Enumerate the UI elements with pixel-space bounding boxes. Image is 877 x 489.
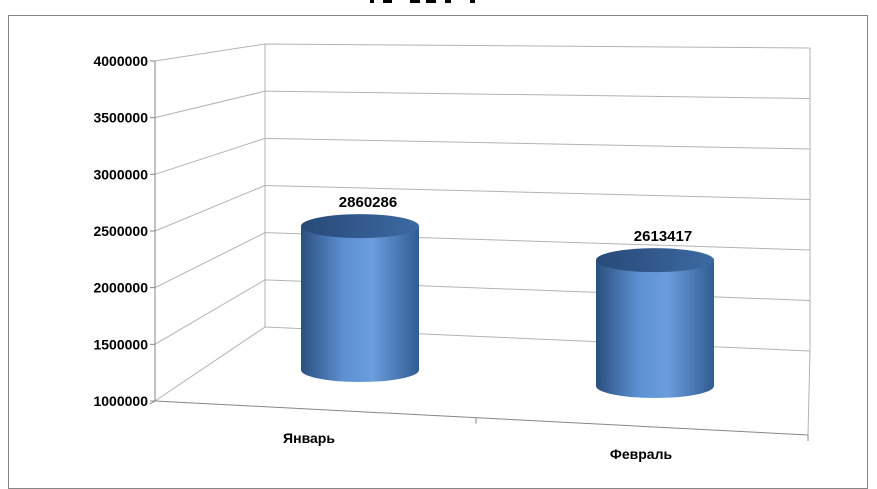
category-label: Февраль <box>610 446 673 462</box>
x-tick-mark <box>149 400 156 405</box>
bar-top <box>596 248 714 273</box>
y-tick-label: 3500000 <box>93 110 148 126</box>
bar-top <box>301 214 419 239</box>
y-tick-label: 2500000 <box>93 223 148 239</box>
bar-1 <box>301 214 419 382</box>
bar-2 <box>596 248 714 398</box>
axes <box>149 60 811 441</box>
bars <box>301 214 714 398</box>
y-tick-label: 1000000 <box>93 393 148 409</box>
chart-title-fragment <box>370 0 475 3</box>
data-label: 2613417 <box>634 228 692 245</box>
y-tick-label: 1500000 <box>93 336 148 352</box>
bar-body <box>596 260 714 398</box>
gridline <box>154 90 811 119</box>
data-label: 2860286 <box>339 194 397 211</box>
y-tick-label: 3000000 <box>93 166 148 182</box>
gridlines <box>154 43 811 402</box>
y-tick-label: 4000000 <box>93 53 148 69</box>
x-axis <box>154 400 809 436</box>
gridline <box>154 184 811 232</box>
y-tick-label: 2000000 <box>93 280 148 296</box>
gridline <box>154 137 811 175</box>
bar-body <box>301 226 419 382</box>
data-labels: 2860286 2613417 <box>339 194 692 245</box>
y-tick-labels: 4000000 3500000 3000000 2500000 2000000 15000… <box>93 53 148 409</box>
floor-right-edge <box>807 350 811 436</box>
category-labels: Январь Февраль <box>283 430 672 462</box>
gridline <box>154 43 811 62</box>
category-label: Январь <box>283 430 335 446</box>
